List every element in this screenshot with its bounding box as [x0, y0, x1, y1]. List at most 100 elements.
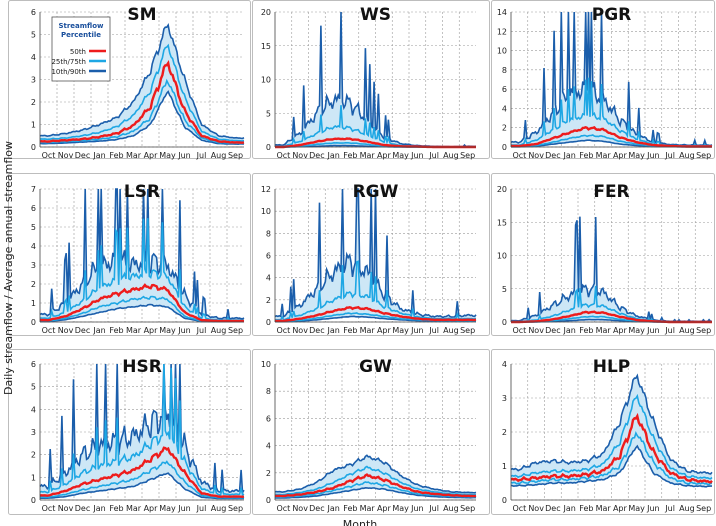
x-tick-label: Oct	[512, 151, 526, 160]
y-tick-label: 4	[502, 360, 507, 369]
panel-title: FER	[593, 182, 629, 202]
series-50th	[39, 60, 245, 144]
series-10th	[510, 444, 713, 488]
x-tick-label: May	[628, 326, 645, 335]
legend-label-p25_75: 25th/75th	[51, 58, 86, 66]
legend-label-p50: 50th	[70, 48, 86, 56]
series-25th	[39, 78, 244, 145]
series-90th	[274, 188, 477, 319]
x-tick-label: Apr	[377, 151, 392, 160]
y-tick-label: 2	[31, 280, 36, 289]
series-50th	[511, 126, 712, 148]
y-tick-label: 10	[261, 360, 271, 369]
x-tick-label: Sep	[460, 504, 475, 513]
x-tick-label: Sep	[696, 504, 711, 513]
x-tick-label: Jun	[410, 504, 424, 513]
x-tick-label: Jun	[410, 326, 424, 335]
x-tick-label: Aug	[443, 151, 459, 160]
x-tick-label: Jul	[664, 326, 675, 335]
x-tick-label: Mar	[596, 504, 612, 513]
y-tick-label: 1	[502, 462, 507, 471]
y-tick-label: 2	[266, 469, 271, 478]
y-tick-label: 6	[266, 252, 271, 261]
x-tick-label: Apr	[613, 151, 628, 160]
x-tick-label: Apr	[613, 504, 628, 513]
y-tick-label: 0	[266, 143, 271, 152]
x-tick-label: Sep	[460, 151, 475, 160]
x-tick-label: Apr	[144, 151, 159, 160]
x-tick-label: Dec	[75, 504, 90, 513]
y-tick-label: 10	[261, 207, 271, 216]
x-tick-label: May	[159, 326, 176, 335]
x-tick-label: Jan	[326, 326, 339, 335]
x-tick-label: Mar	[360, 151, 376, 160]
x-tick-label: May	[392, 326, 409, 335]
y-tick-label: 6	[31, 360, 36, 369]
x-tick-label: Mar	[360, 504, 376, 513]
x-tick-label: Feb	[109, 326, 123, 335]
x-tick-label: Sep	[696, 151, 711, 160]
panel-hlp: 0 1 2 3 4 Oct Nov Dec Jan Feb Mar Apr May Jun Jul Aug Se…	[491, 349, 715, 515]
x-tick-label: May	[628, 151, 645, 160]
y-tick-label: 7	[31, 185, 36, 194]
x-tick-label: Aug	[679, 326, 695, 335]
y-tick-label: 6	[502, 85, 507, 94]
x-tick-label: May	[392, 504, 409, 513]
y-tick-label: 3	[31, 76, 36, 85]
panel-title: WS	[360, 5, 391, 25]
x-tick-label: Mar	[126, 151, 142, 160]
x-tick-label: Feb	[579, 151, 593, 160]
x-tick-label: Nov	[528, 326, 544, 335]
y-tick-label: 0	[266, 496, 271, 505]
y-tick-label: 1	[31, 121, 36, 130]
y-tick-label: 12	[261, 185, 271, 194]
x-tick-label: Apr	[144, 504, 159, 513]
y-tick-label: 5	[31, 223, 36, 232]
x-tick-label: Dec	[545, 326, 560, 335]
y-tick-label: 6	[31, 204, 36, 213]
x-tick-label: Nov	[58, 151, 74, 160]
x-tick-label: Feb	[343, 504, 357, 513]
x-tick-label: Feb	[109, 151, 123, 160]
panel-ws: 0 5 10 15 20 Oct Nov Dec Jan Feb Mar Apr May Jun Jul Au…	[252, 0, 490, 160]
y-tick-label: 1	[31, 473, 36, 482]
x-tick-label: Mar	[126, 504, 142, 513]
y-tick-label: 15	[261, 42, 271, 51]
panel-fer: 0 5 10 15 20 Oct Nov Dec Jan Feb Mar Apr May Jun Jul Au…	[491, 173, 715, 336]
panel-sm: 0 1 2 3 4 5 6 Oct Nov Dec Jan Feb Mar Apr May Jun Jul Aug…	[8, 0, 251, 160]
panel-title: SM	[127, 5, 156, 25]
x-tick-label: Jul	[196, 504, 207, 513]
y-tick-label: 10	[497, 47, 507, 56]
x-tick-label: Apr	[613, 326, 628, 335]
x-tick-label: Jun	[177, 326, 191, 335]
panel-title: PGR	[592, 5, 632, 25]
y-tick-label: 3	[31, 261, 36, 270]
x-tick-label: Aug	[443, 504, 459, 513]
x-tick-label: Jun	[646, 151, 660, 160]
panel-title: HSR	[122, 357, 162, 377]
band-10-90	[511, 375, 712, 487]
x-tick-label: Nov	[528, 151, 544, 160]
y-tick-label: 8	[266, 387, 271, 396]
y-tick-label: 5	[31, 383, 36, 392]
x-tick-label: Nov	[292, 151, 308, 160]
legend-title-1: Streamflow	[58, 22, 104, 30]
series-90th	[39, 22, 245, 140]
x-tick-label: Feb	[343, 151, 357, 160]
x-tick-label: Jan	[326, 151, 339, 160]
panel-title: LSR	[124, 182, 160, 202]
x-tick-label: May	[628, 504, 645, 513]
y-tick-label: 4	[31, 53, 36, 62]
panel-rgw: 0 2 4 6 8 10 12 Oct Nov Dec Jan Feb Mar Apr May Jun Jul A…	[252, 173, 490, 336]
series-25th	[39, 460, 244, 499]
panel-frame	[252, 349, 490, 515]
x-tick-label: Aug	[679, 504, 695, 513]
y-tick-label: 4	[502, 104, 507, 113]
x-tick-label: Oct	[276, 504, 290, 513]
y-tick-label: 2	[266, 296, 271, 305]
series-90th	[39, 363, 245, 495]
x-tick-label: Apr	[144, 326, 159, 335]
x-tick-label: Oct	[42, 151, 56, 160]
series-50th	[275, 305, 477, 323]
